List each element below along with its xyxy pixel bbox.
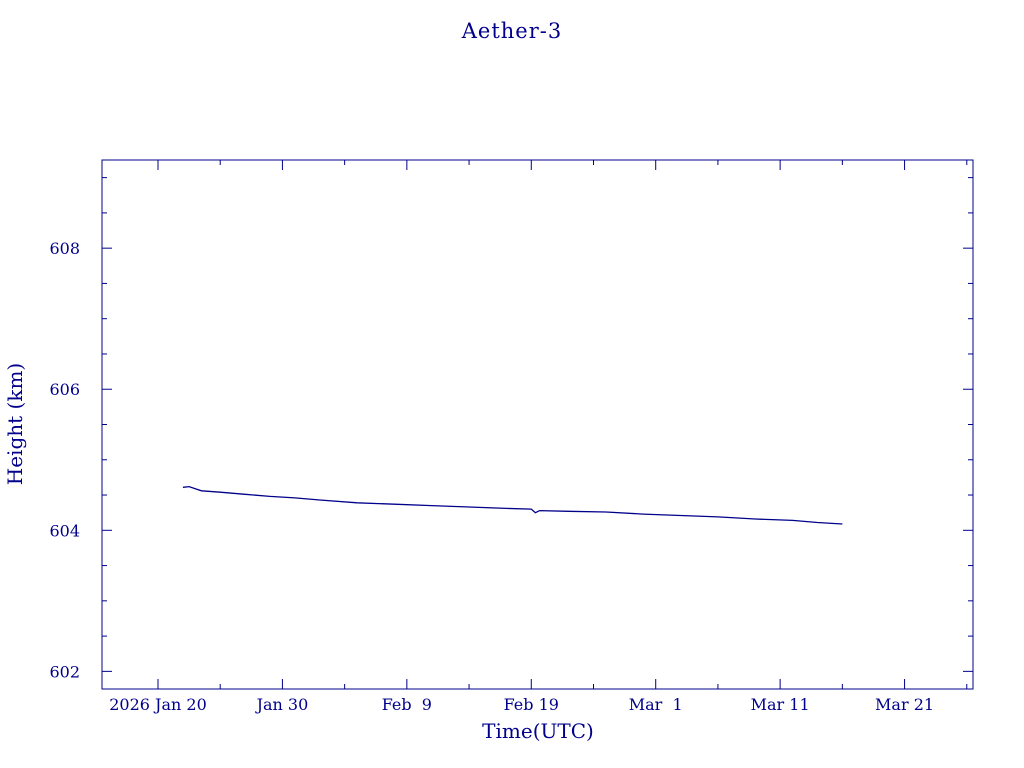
x-axis-label: Time(UTC) xyxy=(482,719,594,743)
y-tick-labels: 602 604 606 608 xyxy=(49,239,80,681)
plot-frame xyxy=(101,159,974,690)
x-tick-label: Feb 9 xyxy=(382,695,432,714)
axis-ticks xyxy=(102,160,973,689)
series-line xyxy=(182,485,843,525)
x-tick-label: 2026 Jan 20 xyxy=(109,695,207,714)
y-tick-label: 608 xyxy=(49,239,80,258)
y-tick-label: 602 xyxy=(49,662,80,681)
y-axis-label: Height (km) xyxy=(3,363,27,485)
y-tick-label: 604 xyxy=(49,521,80,540)
x-tick-labels: 2026 Jan 20 Jan 30 Feb 9 Feb 19 Mar 1 Mar 11 M… xyxy=(109,695,934,714)
x-tick-label: Feb 19 xyxy=(504,695,559,714)
chart-title: Aether-3 xyxy=(461,19,562,43)
series xyxy=(182,485,843,525)
x-tick-label: Jan 30 xyxy=(255,695,309,714)
x-tick-label: Mar 1 xyxy=(629,695,683,714)
x-tick-label: Mar 11 xyxy=(751,695,810,714)
y-tick-label: 606 xyxy=(49,380,80,399)
x-tick-label: Mar 21 xyxy=(875,695,934,714)
